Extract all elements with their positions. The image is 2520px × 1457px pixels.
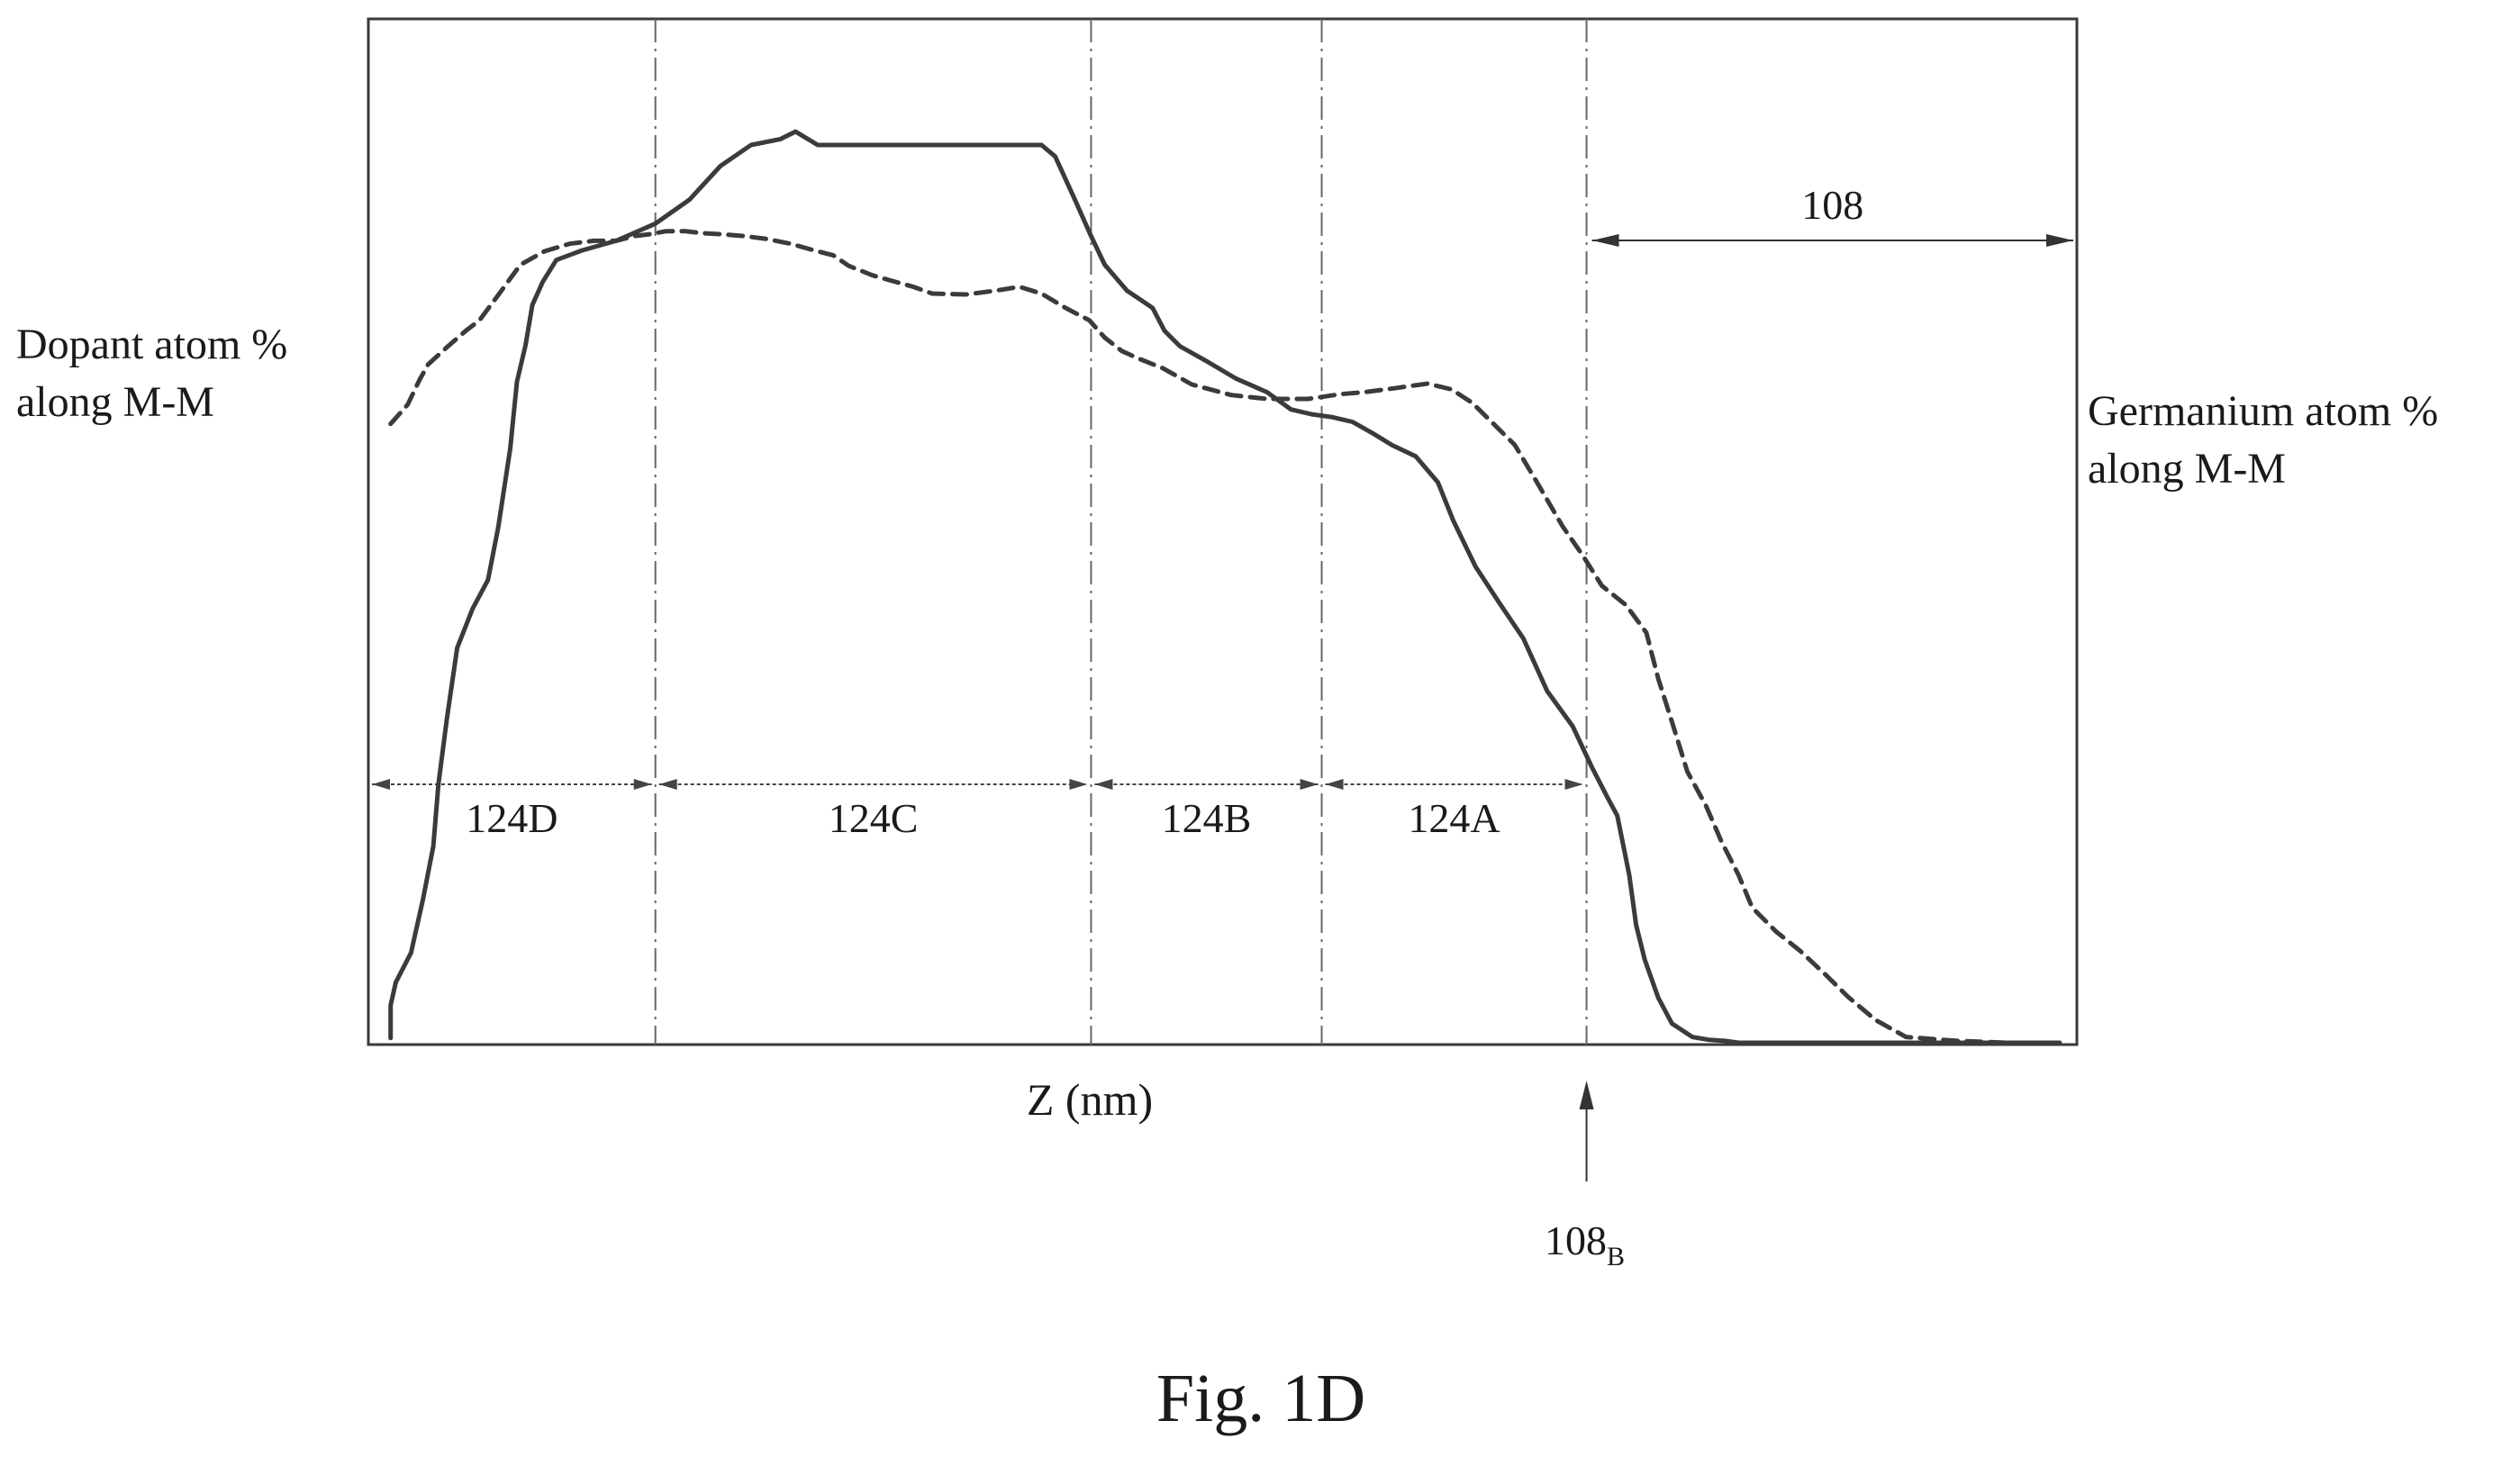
- region-arrowhead-right: [633, 779, 652, 790]
- region-arrows: [372, 779, 1583, 790]
- y-axis-label-right-line1: Germanium atom %: [2088, 387, 2438, 435]
- region-label: 124C: [829, 795, 919, 841]
- region-labels: 124D 124C 124B 124A: [466, 795, 1500, 841]
- plot-frame: [367, 17, 2079, 1046]
- region-arrowhead-left: [1094, 779, 1113, 790]
- region-label: 124B: [1162, 795, 1252, 841]
- region-arrowhead-right: [1564, 779, 1583, 790]
- region-arrowhead-right: [1069, 779, 1088, 790]
- boundary-108b-label: 108B: [1545, 1217, 1625, 1271]
- series-solid-line: [388, 129, 2062, 1045]
- region-arrowhead-left: [658, 779, 677, 790]
- y-axis-label-left-line1: Dopant atom %: [16, 321, 287, 368]
- region-label: 124A: [1408, 795, 1500, 841]
- boundary-108b-arrowhead: [1579, 1081, 1594, 1109]
- region-arrowhead-left: [372, 779, 390, 790]
- layer-108-arrowhead-left: [1591, 234, 1619, 247]
- boundary-108b-marker: 108B: [1545, 1081, 1625, 1271]
- figure-caption: Fig. 1D: [1156, 1361, 1365, 1436]
- region-arrowhead-right: [1300, 779, 1319, 790]
- region-label: 124D: [466, 795, 557, 841]
- layer-108-annotation: 108: [1591, 182, 2073, 247]
- y-axis-label-right-line2: along M-M: [2088, 445, 2286, 493]
- region-arrowhead-left: [1325, 779, 1344, 790]
- series-group: [388, 129, 2062, 1045]
- y-axis-label-left: Dopant atom % along M-M: [16, 321, 298, 426]
- boundary-108b-main: 108: [1545, 1217, 1607, 1263]
- series-dashed-line: [388, 229, 2062, 1045]
- x-axis-label: Z (nm): [1027, 1074, 1153, 1125]
- layer-108-arrowhead-right: [2046, 234, 2073, 247]
- region-boundary-lines: [654, 19, 1588, 1045]
- y-axis-label-right: Germanium atom % along M-M: [2088, 387, 2449, 493]
- boundary-108b-subscript: B: [1607, 1242, 1625, 1271]
- layer-108-label: 108: [1801, 182, 1863, 228]
- y-axis-label-left-line2: along M-M: [16, 378, 214, 426]
